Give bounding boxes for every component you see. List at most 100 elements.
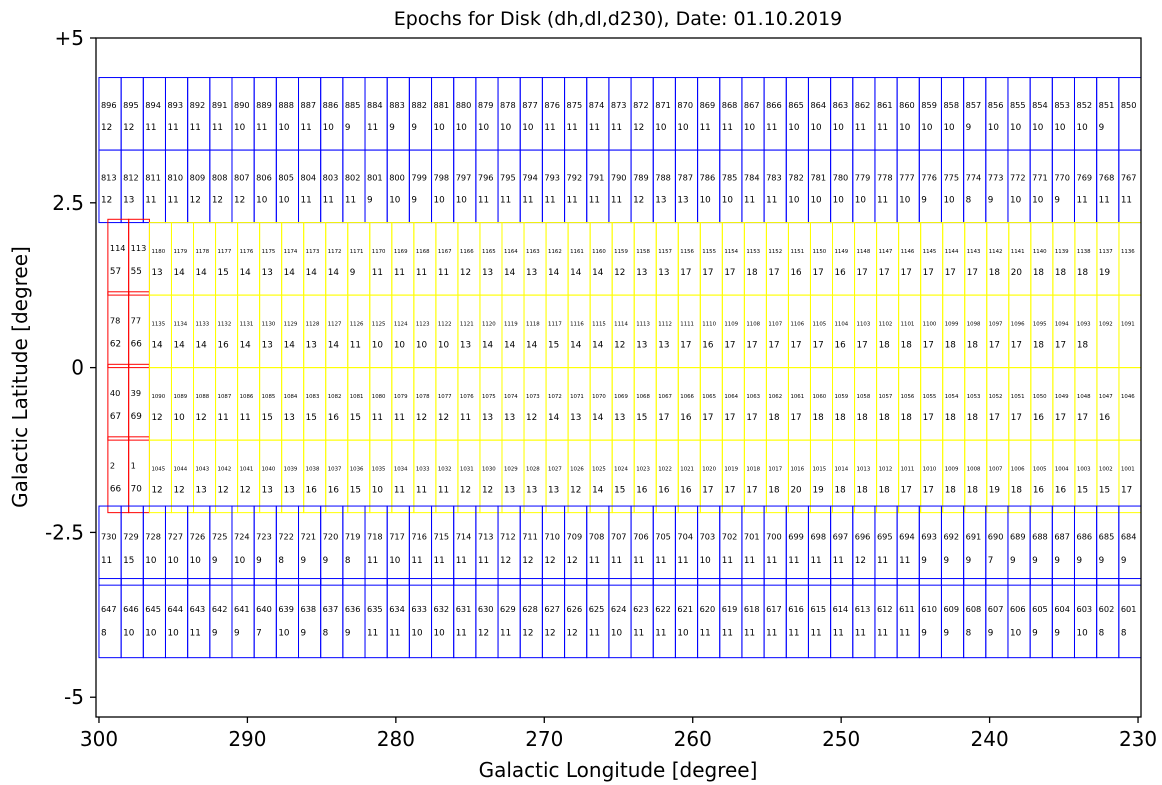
field-epoch-label: 10 [655, 123, 667, 133]
field-id-label: 646 [123, 604, 139, 614]
field-cell [567, 294, 591, 369]
field-epoch-label: 10 [434, 629, 446, 639]
field-epoch-label: 8 [966, 195, 972, 205]
field-cell [963, 77, 987, 151]
field-epoch-label: 11 [744, 195, 755, 205]
field-cell [453, 505, 477, 586]
field-cell [98, 505, 122, 586]
field-id-label: 893 [167, 100, 183, 110]
field-cell [1096, 222, 1120, 296]
field-id-label: 1067 [658, 394, 672, 400]
field-cell [541, 149, 566, 224]
field-id-label: 1166 [460, 249, 474, 255]
field-cell [128, 291, 150, 369]
field-cell [652, 149, 676, 224]
field-cell [611, 294, 635, 369]
field-epoch-label: 9 [1054, 195, 1060, 205]
field-id-label: 1078 [416, 394, 430, 400]
field-id-label: 1011 [901, 467, 915, 473]
field-id-label: 723 [256, 531, 272, 541]
field-cell [589, 294, 613, 369]
field-id-label: 40 [110, 388, 120, 398]
field-epoch-label: 11 [522, 195, 533, 205]
field-id-label: 788 [655, 173, 671, 183]
field-id-label: 1119 [504, 322, 518, 328]
field-epoch-label: 12 [151, 413, 162, 423]
field-epoch-label: 17 [923, 268, 934, 278]
field-id-label: 1131 [240, 322, 254, 328]
field-epoch-label: 15 [262, 413, 273, 423]
field-epoch-label: 12 [151, 485, 162, 495]
field-epoch-label: 17 [746, 413, 757, 423]
field-id-label: 1048 [1077, 394, 1091, 400]
field-cell [298, 149, 322, 224]
field-id-label: 1114 [614, 322, 628, 328]
field-epoch-label: 12 [500, 556, 511, 566]
field-id-label: 875 [567, 100, 583, 110]
field-cell [611, 222, 635, 296]
field-epoch-label: 10 [145, 556, 157, 566]
field-epoch-label: 16 [790, 268, 802, 278]
field-epoch-label: 10 [833, 123, 845, 133]
field-epoch-label: 17 [1011, 413, 1022, 423]
y-tick-label: 2.5 [52, 191, 84, 215]
field-epoch-label: 16 [306, 485, 318, 495]
field-cell [697, 505, 721, 586]
field-epoch-label: 11 [855, 629, 866, 639]
field-id-label: 1140 [1033, 249, 1047, 255]
field-id-label: 1065 [702, 394, 716, 400]
field-id-label: 1 [131, 461, 136, 471]
field-id-label: 770 [1054, 173, 1070, 183]
field-id-label: 718 [367, 531, 383, 541]
field-id-label: 717 [389, 531, 405, 541]
field-id-label: 727 [167, 531, 183, 541]
field-cell [765, 222, 789, 296]
field-epoch-label: 69 [131, 412, 142, 422]
field-epoch-label: 13 [570, 413, 581, 423]
field-epoch-label: 12 [614, 340, 625, 350]
field-cell [1073, 505, 1098, 586]
field-epoch-label: 9 [921, 195, 927, 205]
field-epoch-label: 18 [1011, 485, 1022, 495]
field-epoch-label: 13 [482, 268, 493, 278]
field-epoch-label: 11 [367, 629, 378, 639]
field-epoch-label: 19 [989, 485, 1000, 495]
field-cell [170, 367, 195, 441]
field-id-label: 1156 [680, 249, 694, 255]
field-cell [369, 367, 393, 441]
field-cell [237, 222, 261, 296]
field-epoch-label: 14 [328, 340, 340, 350]
field-cell [431, 505, 455, 586]
field-id-label: 1075 [482, 394, 496, 400]
field-id-label: 1146 [901, 249, 915, 255]
field-epoch-label: 11 [722, 123, 733, 133]
field-cell [253, 77, 277, 151]
field-id-label: 724 [234, 531, 250, 541]
field-id-label: 896 [101, 100, 117, 110]
field-epoch-label: 17 [1055, 413, 1066, 423]
field-id-label: 704 [677, 531, 693, 541]
field-epoch-label: 11 [456, 556, 467, 566]
field-cell [259, 367, 283, 441]
field-id-label: 865 [788, 100, 804, 110]
field-cell [107, 436, 130, 514]
field-id-label: 768 [1099, 173, 1115, 183]
field-epoch-label: 11 [722, 556, 733, 566]
field-epoch-label: 17 [901, 268, 912, 278]
field-id-label: 809 [190, 173, 206, 183]
field-cell [765, 367, 789, 441]
field-id-label: 776 [921, 173, 937, 183]
field-id-label: 77 [131, 316, 141, 326]
field-cell [564, 149, 588, 224]
field-epoch-label: 16 [835, 268, 847, 278]
field-id-label: 784 [744, 173, 760, 183]
field-epoch-label: 10 [434, 123, 446, 133]
field-epoch-label: 18 [989, 268, 1000, 278]
field-epoch-label: 12 [190, 195, 201, 205]
field-cell [807, 149, 832, 224]
field-epoch-label: 10 [438, 340, 450, 350]
field-cell [1052, 222, 1076, 296]
field-id-label: 798 [434, 173, 450, 183]
field-id-label: 1144 [945, 249, 959, 255]
field-epoch-label: 11 [611, 556, 622, 566]
